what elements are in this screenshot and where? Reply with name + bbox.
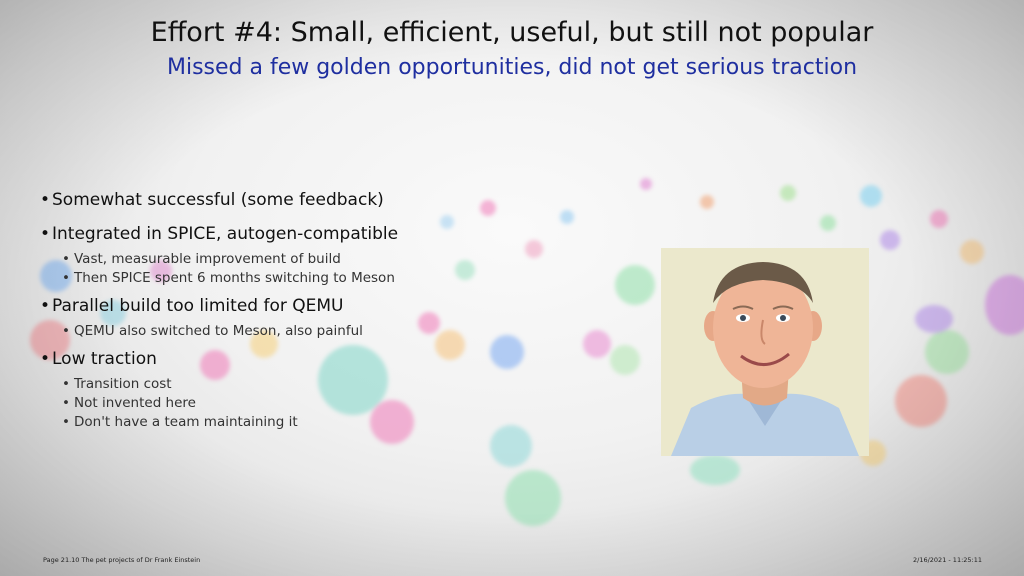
bullet-text: Somewhat successful (some feedback) [52,190,384,210]
sub-bullet-item: • QEMU also switched to Meson, also painf… [62,323,363,339]
bullet-item: • Low traction [40,349,157,369]
sub-bullet-text: Don't have a team maintaining it [74,414,298,430]
sub-bullet-item: • Vast, measurable improvement of build [62,251,341,267]
bullet-item: • Parallel build too limited for QEMU [40,296,344,316]
sub-bullet-text: Transition cost [74,376,172,392]
bullet-text: Parallel build too limited for QEMU [52,296,344,316]
sub-bullet-item: • Transition cost [62,376,172,392]
sub-bullet-item: • Not invented here [62,395,196,411]
footer-timestamp: 2/16/2021 - 11:25:11 [913,556,982,564]
sub-bullet-text: Vast, measurable improvement of build [74,251,341,267]
portrait-photo [661,248,869,456]
bullet-item: • Somewhat successful (some feedback) [40,190,384,210]
bullet-text: Integrated in SPICE, autogen-compatible [52,224,399,244]
sub-bullet-text: QEMU also switched to Meson, also painfu… [74,323,363,339]
slide-subtitle: Missed a few golden opportunities, did n… [166,55,858,80]
bullet-text: Low traction [52,349,157,369]
bullet-list: • Somewhat successful (some feedback) • In… [40,188,640,438]
footer-page-info: Page 21.10 The pet projects of Dr Frank … [43,556,201,564]
sub-bullet-text: Then SPICE spent 6 months switching to M… [74,270,395,286]
slide-title: Effort #4: Small, efficient, useful, but… [150,17,874,48]
sub-bullet-text: Not invented here [74,395,196,411]
sub-bullet-item: • Don't have a team maintaining it [62,414,298,430]
bullet-item: • Integrated in SPICE, autogen-compatible [40,224,399,244]
sub-bullet-item: • Then SPICE spent 6 months switching to … [62,270,395,286]
